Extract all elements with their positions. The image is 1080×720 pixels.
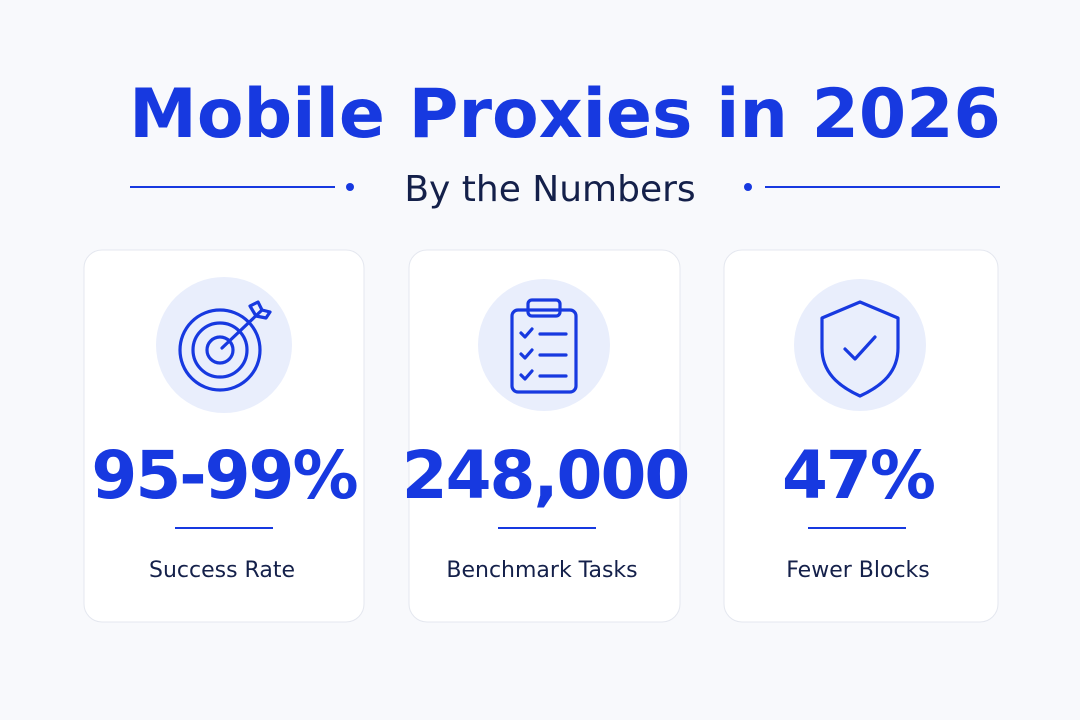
target-icon xyxy=(178,300,272,392)
stat: 95-99% xyxy=(91,437,357,514)
shield-icon xyxy=(820,300,900,398)
card-bg xyxy=(83,249,365,623)
card-bg xyxy=(723,249,999,623)
icon-bg xyxy=(794,279,926,411)
title: Mobile Proxies in 2026 xyxy=(129,75,1001,154)
card-bg xyxy=(408,249,681,623)
stat-label: Benchmark Tasks xyxy=(446,558,637,583)
dot-left xyxy=(346,183,354,191)
card: 248,000 Benchmark Tasks xyxy=(402,249,690,623)
card: 95-99% Success Rate xyxy=(83,249,365,623)
stat: 248,000 xyxy=(402,437,689,514)
stat-label: Fewer Blocks xyxy=(786,558,930,583)
stat-label: Success Rate xyxy=(149,558,295,583)
subtitle: By the Numbers xyxy=(404,169,695,210)
card: 47% Fewer Blocks xyxy=(723,249,999,623)
dot-right xyxy=(744,183,752,191)
stat: 47% xyxy=(782,437,935,514)
clipboard-icon xyxy=(510,298,578,394)
